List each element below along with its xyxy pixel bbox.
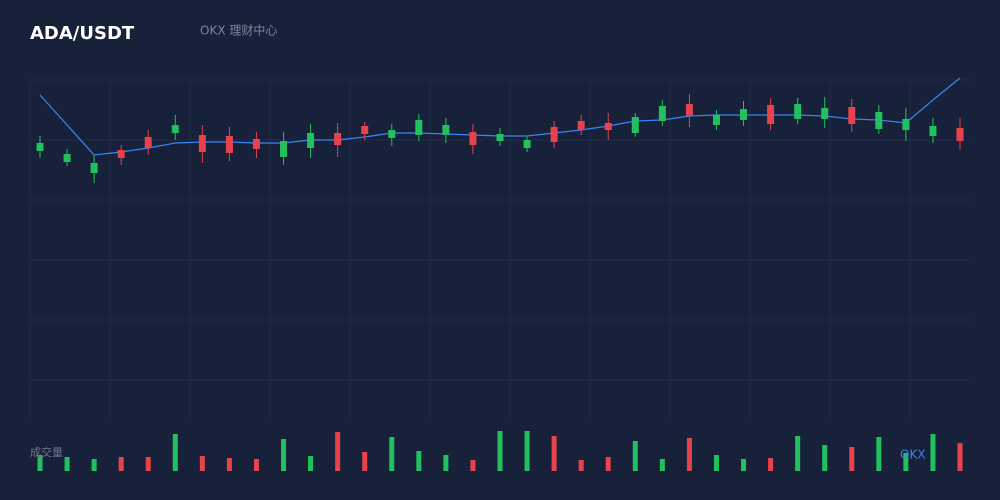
candle-body	[794, 104, 802, 119]
candle-body	[388, 130, 396, 138]
candle-body	[63, 154, 71, 162]
volume-bar	[741, 459, 747, 471]
candle-body	[550, 127, 558, 142]
volume-bar	[822, 445, 828, 471]
volume-bar	[37, 455, 43, 471]
volume-bar	[876, 437, 882, 471]
volume-bar	[389, 437, 395, 471]
volume-bar	[64, 457, 70, 471]
candle-body	[198, 135, 206, 152]
chart-title: ADA/USDT	[30, 23, 135, 44]
candle-body	[469, 132, 477, 145]
volume-bar	[226, 458, 232, 471]
candle-body	[36, 143, 44, 151]
candle-body	[334, 133, 342, 145]
volume-label: 成交量	[30, 445, 63, 459]
candle-body	[225, 136, 233, 153]
candle-body	[442, 125, 450, 135]
volume-bar	[605, 457, 611, 471]
volume-bar	[524, 431, 530, 471]
chart-subtitle: OKX 理财中心	[200, 23, 277, 38]
candle-body	[90, 163, 98, 173]
volume-bar	[91, 459, 97, 471]
candle-body	[252, 139, 260, 149]
volume-bar	[281, 439, 287, 471]
candle-body	[902, 119, 910, 130]
volume-bar	[497, 431, 503, 471]
candle-body	[171, 125, 179, 133]
candle-body	[117, 150, 125, 158]
volume-bar	[903, 453, 909, 471]
volume-bar	[362, 452, 368, 471]
candle-body	[767, 105, 775, 124]
volume-bar	[145, 457, 151, 471]
candle-body	[361, 126, 369, 134]
candle-body	[956, 128, 964, 141]
candle-body	[307, 133, 315, 148]
candle-body	[631, 117, 639, 133]
volume-bar	[308, 456, 314, 471]
volume-bar	[632, 441, 638, 471]
candle-body	[712, 115, 720, 125]
volume-bar	[416, 451, 422, 471]
volume-bar	[659, 459, 665, 471]
candle-body	[685, 104, 693, 116]
volume-bar	[118, 457, 124, 471]
candle-body	[658, 106, 666, 121]
volume-bar	[443, 455, 449, 471]
candle-body	[280, 141, 288, 157]
candle-body	[577, 121, 585, 130]
volume-bar	[172, 434, 178, 471]
volume-bar	[849, 447, 855, 471]
candle-body	[415, 120, 423, 135]
volume-bar	[199, 456, 205, 471]
candle-body	[848, 107, 856, 124]
volume-bar	[930, 434, 936, 471]
volume-bar	[686, 438, 692, 471]
grid	[29, 79, 970, 420]
volume-bar	[713, 455, 719, 471]
volume-bar	[795, 436, 801, 471]
candle-body	[604, 123, 612, 130]
candle-body	[496, 134, 504, 141]
candle-body	[875, 112, 883, 129]
candle-body	[929, 126, 937, 136]
volume-bar	[335, 432, 341, 471]
candle-body	[144, 137, 152, 148]
volume-bar	[768, 458, 774, 471]
volume-bar	[578, 460, 584, 471]
candle-body	[821, 108, 829, 119]
volume-bar	[470, 460, 476, 471]
candle-body	[523, 140, 531, 148]
volume-bar	[551, 436, 557, 471]
plot	[36, 77, 964, 471]
candle-body	[740, 109, 748, 120]
watermark: OKX	[900, 448, 926, 462]
volume-bar	[957, 443, 963, 471]
volume-bar	[253, 459, 259, 471]
